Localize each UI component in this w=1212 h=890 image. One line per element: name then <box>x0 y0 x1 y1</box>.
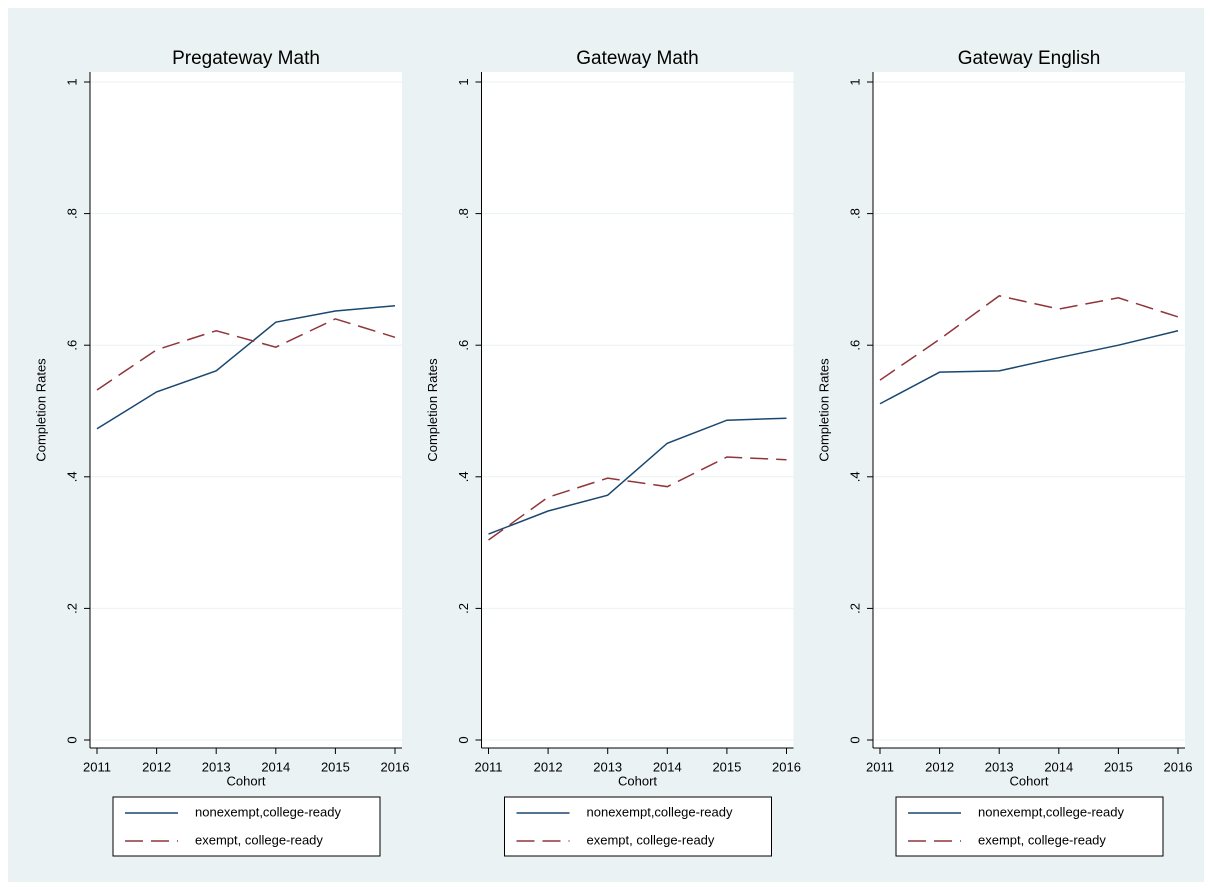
y-axis-label: Completion Rates <box>33 358 48 462</box>
x-tick-label: 2015 <box>1104 759 1133 774</box>
x-axis-label: Cohort <box>618 773 657 788</box>
plot-area <box>873 72 1185 748</box>
legend-label: exempt, college-ready <box>978 832 1106 847</box>
y-tick-label: .8 <box>64 208 79 219</box>
y-tick-label: .4 <box>847 471 862 482</box>
legend-box <box>112 796 381 857</box>
y-tick-label: .4 <box>64 471 79 482</box>
y-tick-label: 1 <box>456 78 471 85</box>
legend-label: exempt, college-ready <box>587 832 715 847</box>
y-tick-label: 0 <box>64 736 79 743</box>
panel-title: Gateway English <box>958 48 1101 69</box>
x-tick-label: 2014 <box>653 759 682 774</box>
x-axis-label: Cohort <box>1009 773 1048 788</box>
y-tick-label: .6 <box>456 340 471 351</box>
x-tick-label: 2011 <box>475 759 503 774</box>
y-tick-label: .6 <box>847 340 862 351</box>
legend-label: nonexempt,college-ready <box>587 804 733 819</box>
panel: Gateway Math 0 .2 .4 .6 .8 1 2011 2012 2013 2014 20… <box>425 48 801 857</box>
y-tick-label: .2 <box>847 603 862 614</box>
y-tick-label: .2 <box>456 603 471 614</box>
x-tick-label: 2012 <box>925 759 954 774</box>
x-tick-label: 2012 <box>534 759 563 774</box>
legend-label: nonexempt,college-ready <box>195 804 341 819</box>
x-tick-label: 2011 <box>866 759 894 774</box>
plot-area <box>481 72 794 748</box>
x-tick-label: 2014 <box>261 759 290 774</box>
x-tick-label: 2015 <box>321 759 350 774</box>
y-tick-label: .8 <box>456 208 471 219</box>
x-axis-label: Cohort <box>226 773 265 788</box>
x-tick-label: 2016 <box>381 759 410 774</box>
y-axis-label: Completion Rates <box>816 358 831 462</box>
series-line <box>488 417 787 535</box>
x-tick-label: 2016 <box>1164 759 1193 774</box>
x-tick-label: 2011 <box>83 759 111 774</box>
series-line <box>96 318 396 391</box>
x-tick-label: 2013 <box>202 759 231 774</box>
series-line <box>879 295 1179 381</box>
legend-label: nonexempt,college-ready <box>978 804 1124 819</box>
x-tick-label: 2015 <box>712 759 741 774</box>
x-tick-label: 2014 <box>1044 759 1073 774</box>
y-tick-label: 1 <box>64 78 79 85</box>
panel-title: Gateway Math <box>576 48 699 69</box>
y-tick-label: 0 <box>456 736 471 743</box>
y-tick-label: .4 <box>456 471 471 482</box>
legend-box <box>895 796 1164 857</box>
panel: Pregateway Math 0 .2 .4 .6 .8 1 2011 2012 2013 201… <box>33 48 410 857</box>
plot-area <box>90 72 402 748</box>
y-tick-label: .8 <box>847 208 862 219</box>
series-line <box>879 329 1179 405</box>
x-tick-label: 2013 <box>593 759 622 774</box>
legend-label: exempt, college-ready <box>195 832 323 847</box>
y-axis-label: Completion Rates <box>425 358 440 462</box>
y-tick-label: 1 <box>847 78 862 85</box>
y-tick-label: .6 <box>64 340 79 351</box>
y-tick-label: 0 <box>847 736 862 743</box>
series-line <box>96 304 396 430</box>
panel-title: Pregateway Math <box>172 48 320 69</box>
x-tick-label: 2013 <box>985 759 1014 774</box>
y-tick-label: .2 <box>64 603 79 614</box>
x-tick-label: 2012 <box>142 759 171 774</box>
panel: Gateway English 0 .2 .4 .6 .8 1 2011 2012 2013 201… <box>816 48 1193 857</box>
x-tick-label: 2016 <box>772 759 801 774</box>
series-line <box>488 456 787 541</box>
legend-box <box>504 796 772 857</box>
